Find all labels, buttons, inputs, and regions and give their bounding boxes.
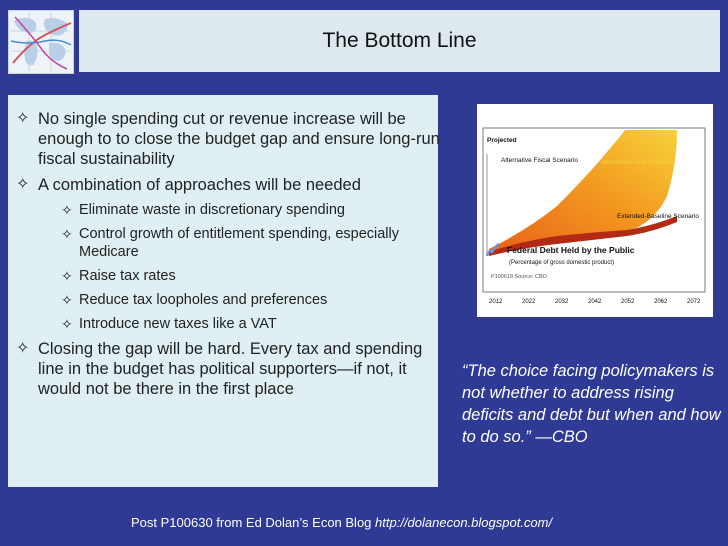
content-box: ✧ No single spending cut or revenue incr… — [8, 95, 440, 487]
x-tick-label: 2032 — [555, 299, 569, 305]
bullet-text: Raise tax rates — [79, 268, 176, 284]
bullet-icon: ✧ — [61, 292, 73, 308]
chart-title: Federal Debt Held by the Public — [507, 245, 635, 255]
footer-text: Post P100630 from Ed Dolan’s Econ Blog — [131, 515, 376, 530]
sub-bullet-item: ✧ Introduce new taxes like a VAT — [61, 315, 431, 333]
bullet-text: Closing the gap will be hard. Every tax … — [38, 340, 423, 398]
footer-link[interactable]: http://dolanecon.blogspot.com/ — [375, 515, 553, 530]
bullet-item: ✧ Closing the gap will be hard. Every ta… — [16, 339, 440, 399]
logo — [8, 10, 74, 74]
bullet-text: A combination of approaches will be need… — [38, 176, 361, 194]
baseline-scenario-band — [489, 216, 677, 256]
label-baseline: Extended-Baseline Scenario — [617, 213, 699, 220]
title-bar: The Bottom Line — [79, 10, 720, 72]
debt-chart-svg: Projected Alternative Fiscal Scenario Al… — [482, 127, 706, 305]
bullet-icon: ✧ — [61, 316, 73, 332]
x-tick-label: 2042 — [588, 299, 602, 305]
label-inner: Alternative Fiscal Scenario — [601, 160, 673, 166]
sub-bullet-item: ✧ Control growth of entitlement spending… — [61, 225, 431, 261]
bullet-text: Eliminate waste in discretionary spendin… — [79, 202, 345, 218]
bullet-item: ✧ A combination of approaches will be ne… — [16, 175, 440, 195]
bullet-list: ✧ No single spending cut or revenue incr… — [8, 109, 440, 399]
x-tick-label: 2062 — [654, 299, 668, 305]
historical-debt-line — [485, 242, 500, 257]
x-tick-label: 2012 — [489, 299, 503, 305]
x-tick-label: 2022 — [522, 299, 536, 305]
footer: Post P100630 from Ed Dolan’s Econ Blog h… — [0, 515, 728, 530]
bullet-icon: ✧ — [61, 202, 73, 218]
bullet-item: ✧ No single spending cut or revenue incr… — [16, 109, 440, 169]
x-axis: 2012 2022 2032 2042 2052 2062 2072 — [489, 299, 701, 305]
bullet-icon: ✧ — [61, 226, 73, 242]
label-alternative: Alternative Fiscal Scenario — [501, 157, 578, 164]
bullet-icon: ✧ — [61, 268, 73, 284]
slide-title: The Bottom Line — [322, 29, 477, 52]
bullet-text: Introduce new taxes like a VAT — [79, 316, 277, 332]
sub-bullet-item: ✧ Raise tax rates — [61, 267, 431, 285]
label-projected: Projected — [487, 137, 517, 144]
sub-bullet-item: ✧ Eliminate waste in discretionary spend… — [61, 201, 431, 219]
alternative-scenario-area — [489, 130, 677, 252]
bullet-text: Control growth of entitlement spending, … — [79, 226, 399, 260]
world-map-icon — [9, 11, 73, 73]
debt-chart: Projected Alternative Fiscal Scenario Al… — [477, 104, 713, 317]
cbo-quote: “The choice facing policymakers is not w… — [462, 362, 721, 446]
bullet-icon: ✧ — [16, 340, 30, 357]
bullet-text: No single spending cut or revenue increa… — [38, 110, 440, 168]
bullet-icon: ✧ — [16, 176, 30, 193]
bullet-icon: ✧ — [16, 110, 30, 127]
x-tick-label: 2072 — [687, 299, 701, 305]
chart-subtitle: (Percentage of gross domestic product) — [509, 260, 614, 266]
bullet-text: Reduce tax loopholes and preferences — [79, 292, 328, 308]
chart-source: P100618 Source: CBO — [491, 274, 548, 280]
sub-bullet-item: ✧ Reduce tax loopholes and preferences — [61, 291, 431, 309]
x-tick-label: 2052 — [621, 299, 635, 305]
